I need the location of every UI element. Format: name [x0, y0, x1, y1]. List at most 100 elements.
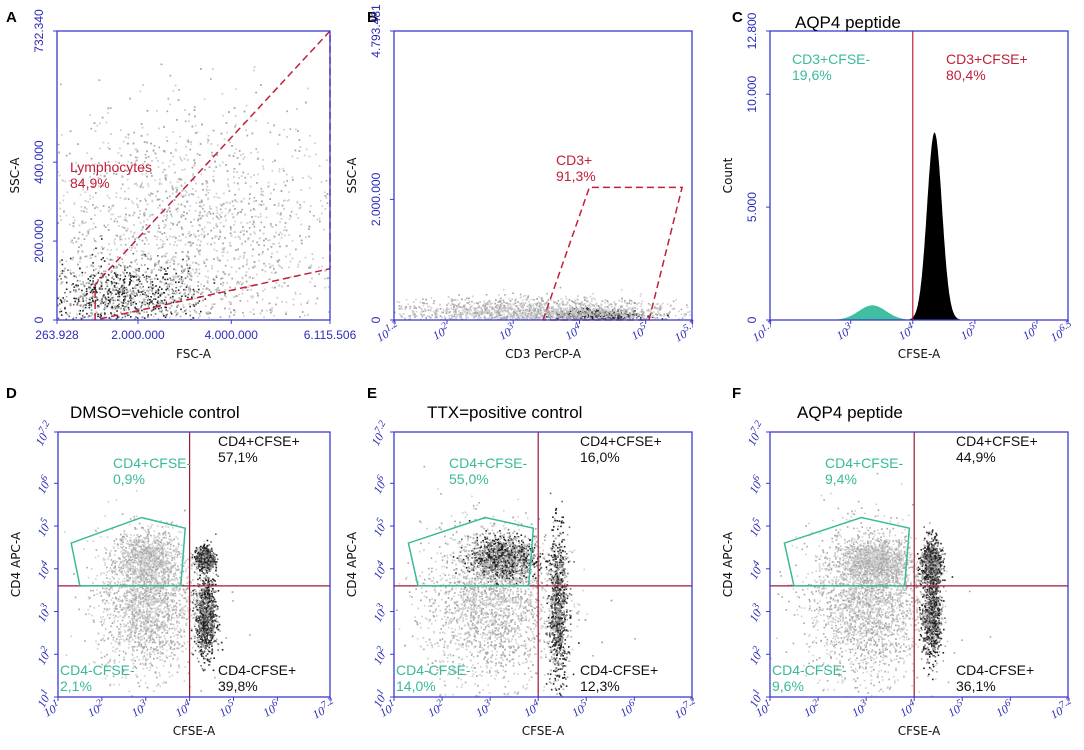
- y-tick-label-1: 2.000.000: [369, 172, 383, 226]
- y-tick-label-4: 105: [32, 516, 54, 539]
- panel-A-frame: [56, 30, 331, 321]
- x-tick-label-2: 103: [128, 697, 151, 719]
- gate-polygon-0: [783, 516, 911, 587]
- panel-C-title: AQP4 peptide: [795, 13, 901, 32]
- density-cluster-0: [191, 539, 219, 575]
- y-tick-label-5: 106: [32, 473, 54, 496]
- panel-B-density: [394, 286, 692, 320]
- y-tick-label-2: 103: [744, 602, 766, 625]
- y-tick-label-3: 104: [32, 559, 54, 582]
- gate-0-percent: 91,3%: [556, 168, 596, 184]
- panel-E-letter: E: [367, 385, 377, 402]
- y-tick-label-5: 106: [744, 473, 766, 496]
- y-tick-label-4: 105: [368, 516, 390, 539]
- y-tick-label-1: 102: [744, 644, 766, 667]
- density-cluster-1: [916, 539, 947, 681]
- x-tick-label-5: 106: [259, 697, 282, 719]
- gate-3-name: CD4-CFSE+: [580, 662, 658, 678]
- panel-E-density: [396, 465, 636, 697]
- y-tick-label-2: 10.000: [745, 76, 759, 113]
- panel-A-xlabel: FSC-A: [176, 347, 212, 361]
- x-tick-label-5: 106: [616, 697, 639, 719]
- gate-1-name: CD3+CFSE+: [946, 51, 1028, 67]
- x-tick-label-1: 102: [800, 697, 823, 719]
- panel-A-letter: A: [6, 9, 17, 26]
- x-tick-label-3: 104: [172, 697, 195, 719]
- panel-E-ylabel: CD4 APC-A: [345, 531, 359, 597]
- gate-1-percent: 80,4%: [946, 67, 986, 83]
- x-tick-label-5: 106.5: [1047, 319, 1076, 345]
- gate-0-name: CD4+CFSE-: [113, 455, 192, 471]
- density-cluster-1: [394, 286, 692, 320]
- y-tick-label-5: 106: [368, 473, 390, 496]
- gate-polygon-0: [94, 29, 331, 321]
- y-tick-label-1: 102: [32, 644, 54, 667]
- y-tick-label-3: 12.800: [745, 12, 759, 49]
- panel-C-letter: C: [732, 9, 743, 26]
- x-tick-label-1: 2.000.000: [111, 328, 165, 342]
- gate-2-percent: 9,6%: [772, 678, 804, 694]
- panel-B-ylabel: SSC-A: [345, 157, 359, 194]
- panel-A: A 263.928 2.000.000 4.000.000 6.115.506 0 200.…: [6, 9, 357, 361]
- panel-F-xlabel: CFSE-A: [898, 724, 941, 738]
- gate-polygon-0: [70, 516, 186, 587]
- panel-F-density: [770, 472, 992, 697]
- panel-B-frame: [393, 30, 693, 321]
- panel-D-xlabel: CFSE-A: [173, 724, 216, 738]
- panel-F-letter: F: [732, 385, 741, 402]
- gate-2-name: CD4-CFSE-: [60, 662, 135, 678]
- gate-2-percent: 14,0%: [396, 678, 436, 694]
- panel-C-frame: [769, 30, 1069, 321]
- x-tick-label-2: 4.000.000: [205, 328, 259, 342]
- histogram-series-0: [817, 305, 928, 320]
- x-tick-label-1: 102: [429, 320, 452, 342]
- panel-C-ylabel: Count: [721, 157, 735, 193]
- gate-0-percent: 0,9%: [113, 471, 145, 487]
- gate-0-name: CD4+CFSE-: [449, 455, 528, 471]
- gate-3-name: CD4-CFSE+: [218, 662, 296, 678]
- gate-1-percent: 16,0%: [580, 449, 620, 465]
- x-tick-label-6: 107.2: [309, 696, 338, 722]
- y-tick-label-1: 5.000: [745, 192, 759, 222]
- x-tick-label-4: 106: [1019, 320, 1042, 342]
- gate-0-percent: 55,0%: [449, 471, 489, 487]
- gate-0-name: CD3+: [556, 152, 592, 168]
- x-tick-label-1: 102: [424, 697, 447, 719]
- gate-1-percent: 57,1%: [218, 449, 258, 465]
- gate-3-percent: 12,3%: [580, 678, 620, 694]
- panel-F-frame: [769, 431, 1069, 698]
- panel-D-density: [64, 490, 251, 697]
- x-tick-label-4: 105: [628, 320, 651, 342]
- panel-C-density: [817, 132, 965, 320]
- gate-1-name: CD4+CFSE+: [580, 433, 662, 449]
- gate-0-percent: 9,4%: [825, 471, 857, 487]
- y-tick-label-3: 732.340: [32, 9, 46, 53]
- gate-2-percent: 2,1%: [60, 678, 92, 694]
- gate-polygon-0: [542, 186, 684, 321]
- y-tick-label-6: 107.2: [743, 419, 769, 448]
- density-cluster-1: [57, 63, 330, 320]
- density-cluster-2: [396, 465, 636, 697]
- gate-3-percent: 39,8%: [218, 678, 258, 694]
- gate-0-name: CD3+CFSE-: [792, 51, 871, 67]
- x-tick-label-2: 103: [848, 697, 871, 719]
- panel-D-letter: D: [6, 385, 17, 402]
- x-tick-label-6: 107.2: [671, 696, 700, 722]
- gate-0-percent: 84,9%: [70, 175, 110, 191]
- x-tick-label-4: 105: [216, 697, 239, 719]
- panel-B-letter: B: [367, 9, 378, 26]
- panel-E-frame: [393, 431, 693, 698]
- y-tick-label-2: 103: [368, 602, 390, 625]
- x-tick-label-1: 102: [84, 697, 107, 719]
- panel-C-xlabel: CFSE-A: [898, 347, 941, 361]
- panel-F-title: AQP4 peptide: [797, 403, 903, 422]
- x-tick-label-3: 104: [562, 320, 585, 342]
- panel-E-xlabel: CFSE-A: [522, 724, 565, 738]
- y-tick-label-0: 0: [745, 316, 759, 323]
- panel-F-ylabel: CD4 APC-A: [721, 531, 735, 597]
- x-tick-label-3: 104: [896, 697, 919, 719]
- gate-0-percent: 19,6%: [792, 67, 832, 83]
